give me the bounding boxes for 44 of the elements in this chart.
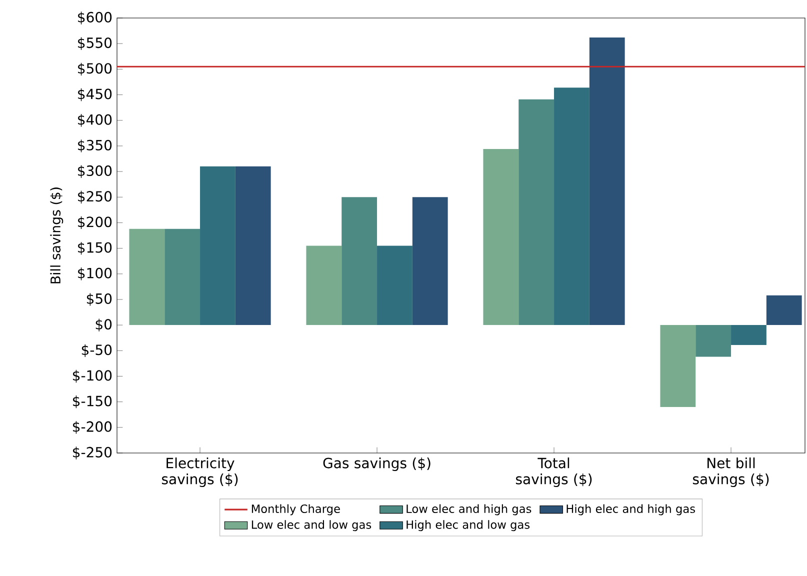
- bar: [306, 246, 342, 326]
- bar: [660, 325, 696, 407]
- y-tick-label: $350: [78, 140, 112, 152]
- y-tick-label: $50: [86, 293, 112, 306]
- y-tick-label: $300: [78, 165, 112, 178]
- y-tick-label: $250: [78, 190, 112, 204]
- x-tick-label: Total savings ($): [516, 458, 592, 488]
- y-tick-label: $500: [78, 62, 112, 76]
- x-tick-label: Electricity savings ($): [162, 458, 238, 488]
- y-tick-label: $100: [78, 268, 112, 280]
- bar: [200, 166, 236, 326]
- y-tick-label: $450: [78, 88, 112, 102]
- bar: [412, 197, 448, 326]
- y-tick-label: $150: [78, 242, 112, 255]
- bar: [589, 37, 625, 326]
- bar: [235, 166, 271, 326]
- y-tick-label: $600: [78, 12, 112, 24]
- x-tick-label: Net bill savings ($): [692, 458, 769, 488]
- bar: [377, 246, 412, 326]
- y-axis-title: Bill savings ($): [50, 188, 64, 284]
- bar: [342, 197, 378, 326]
- y-tick-label: $-50: [82, 344, 112, 357]
- bar: [554, 88, 590, 326]
- y-tick-label: $-150: [73, 395, 112, 408]
- y-tick-label: $200: [78, 216, 112, 230]
- y-tick-label: $-100: [73, 370, 112, 383]
- legend-label: High elec and low gas: [406, 520, 530, 532]
- legend-label: High elec and high gas: [566, 504, 695, 516]
- legend-label: Low elec and high gas: [406, 504, 532, 516]
- bar: [766, 295, 802, 326]
- legend-label: Monthly Charge: [252, 504, 340, 516]
- y-tick-label: $-200: [73, 421, 112, 434]
- bar: [731, 325, 766, 346]
- y-tick-label: $400: [78, 114, 112, 127]
- bar: [164, 228, 200, 326]
- legend-label: Low elec and low gas: [252, 520, 372, 532]
- y-tick-label: $-250: [73, 446, 112, 460]
- bar: [518, 99, 554, 326]
- bar: [696, 325, 732, 357]
- y-tick-label: $550: [78, 37, 112, 50]
- bar: [483, 149, 519, 326]
- y-tick-label: $0: [96, 318, 112, 332]
- x-tick-label: Gas savings ($): [323, 458, 430, 472]
- bar: [129, 228, 165, 326]
